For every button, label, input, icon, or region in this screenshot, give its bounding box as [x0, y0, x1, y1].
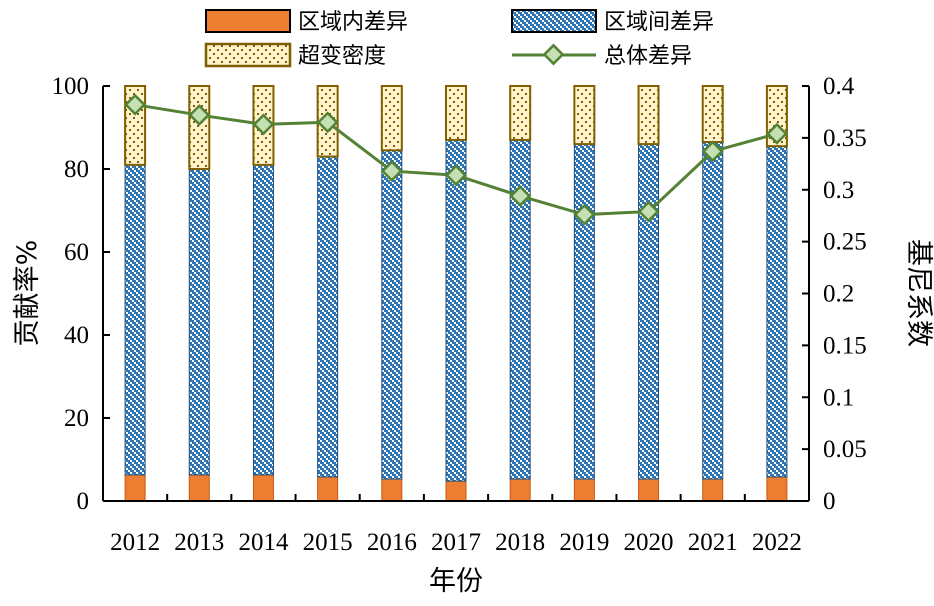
bar-inter-2014	[252, 164, 274, 476]
legend-label-super: 超变密度	[298, 44, 386, 69]
x-tick-label-2018: 2018	[495, 529, 545, 556]
y2-tick-label-0.4: 0.4	[823, 73, 855, 100]
legend-item-intra: 区域内差异	[205, 9, 408, 35]
bar-inter-2019	[573, 143, 595, 480]
y-tick-label-0: 0	[77, 488, 90, 515]
bar-intra-2019	[573, 478, 595, 502]
bar-inter-2022	[766, 145, 788, 478]
line-point-2018	[509, 185, 532, 207]
bar-intra-2012	[124, 474, 146, 502]
legend-item-super: 超变密度	[204, 42, 386, 69]
bar-inter-2012	[124, 164, 146, 476]
y-tick-label-20: 20	[64, 405, 89, 432]
y-tick-label-100: 100	[52, 73, 90, 100]
legend-label-intra: 区域内差异	[298, 10, 408, 35]
bar-intra-2015	[317, 476, 339, 502]
line-point-2013	[188, 104, 211, 127]
legend-label-overall: 总体差异	[604, 44, 692, 69]
legend-item-inter: 区域间差异	[511, 9, 714, 35]
bar-intra-2016	[381, 478, 403, 502]
bar-super-2013	[188, 85, 211, 170]
x-tick-label-2013: 2013	[174, 529, 224, 556]
x-tick-label-2021: 2021	[688, 529, 738, 556]
x-tick-label-2019: 2019	[559, 529, 609, 556]
line-point-2022	[765, 122, 788, 145]
y2-tick-label-0.25: 0.25	[823, 229, 867, 256]
bar-super-2018	[509, 85, 532, 141]
y-tick-label-40: 40	[64, 322, 89, 349]
bar-intra-2020	[638, 478, 660, 502]
bar-inter-2015	[317, 156, 339, 478]
legend-swatch-inter	[511, 9, 597, 33]
bar-intra-2022	[766, 476, 788, 502]
bar-inter-2021	[702, 141, 724, 480]
line-point-2012	[124, 93, 147, 116]
bar-intra-2013	[188, 474, 210, 502]
line-point-2014	[252, 113, 275, 136]
bar-super-2021	[701, 85, 724, 144]
bar-inter-2020	[638, 143, 660, 480]
y-tick-label-60: 60	[64, 239, 89, 266]
line-point-2019	[573, 203, 596, 226]
bar-inter-2013	[188, 168, 210, 476]
legend-swatch-intra	[205, 9, 291, 33]
y2-tick-label-0.1: 0.1	[823, 384, 854, 411]
bar-super-2017	[445, 85, 467, 141]
legend-marker-overall	[542, 43, 565, 66]
bar-intra-2017	[445, 480, 467, 502]
legend: 区域内差异 区域间差异 超变密度 总体差异	[204, 9, 714, 69]
y-tick-label-80: 80	[64, 156, 89, 183]
y-axis-title: 贡献率%	[12, 240, 43, 347]
ticks: 0 20 40 60 80 100 0 0.05 0.1 0.15 0.2 0.25 0.3 0.35 0.…	[52, 73, 867, 556]
line-point-2015	[316, 111, 339, 134]
bar-super-2016	[380, 85, 403, 152]
x-tick-label-2015: 2015	[303, 529, 353, 556]
y2-tick-label-0.05: 0.05	[823, 436, 867, 463]
bar-intra-2018	[509, 478, 531, 502]
bar-intra-2021	[702, 478, 724, 502]
x-tick-label-2020: 2020	[624, 529, 674, 556]
x-axis-title: 年份	[429, 566, 483, 597]
y2-axis-title: 基尼系数	[903, 239, 934, 347]
x-tick-label-2022: 2022	[752, 529, 802, 556]
y2-tick-label-0.2: 0.2	[823, 281, 854, 308]
line-point-2016	[380, 160, 403, 183]
line-point-2017	[445, 164, 467, 187]
y2-tick-label-0.3: 0.3	[823, 177, 854, 204]
x-tick-label-2012: 2012	[110, 529, 160, 556]
bar-super-2019	[573, 85, 596, 146]
legend-swatch-super	[204, 42, 292, 68]
y2-tick-label-0.15: 0.15	[823, 332, 867, 359]
bar-intra-2014	[252, 474, 274, 502]
y2-tick-label-0: 0	[823, 488, 836, 515]
bars	[124, 85, 788, 502]
x-tick-label-2016: 2016	[367, 529, 417, 556]
line-point-2021	[701, 140, 724, 163]
bar-inter-2016	[381, 149, 403, 480]
x-tick-label-2014: 2014	[238, 529, 289, 556]
x-tick-label-2017: 2017	[431, 529, 481, 556]
y2-tick-label-0.35: 0.35	[823, 125, 867, 152]
bar-inter-2017	[445, 139, 467, 482]
line-point-2020	[637, 200, 660, 223]
legend-item-overall: 总体差异	[512, 43, 692, 69]
line-layer	[124, 93, 788, 226]
legend-label-inter: 区域间差异	[604, 10, 714, 35]
bar-super-2020	[637, 85, 660, 146]
